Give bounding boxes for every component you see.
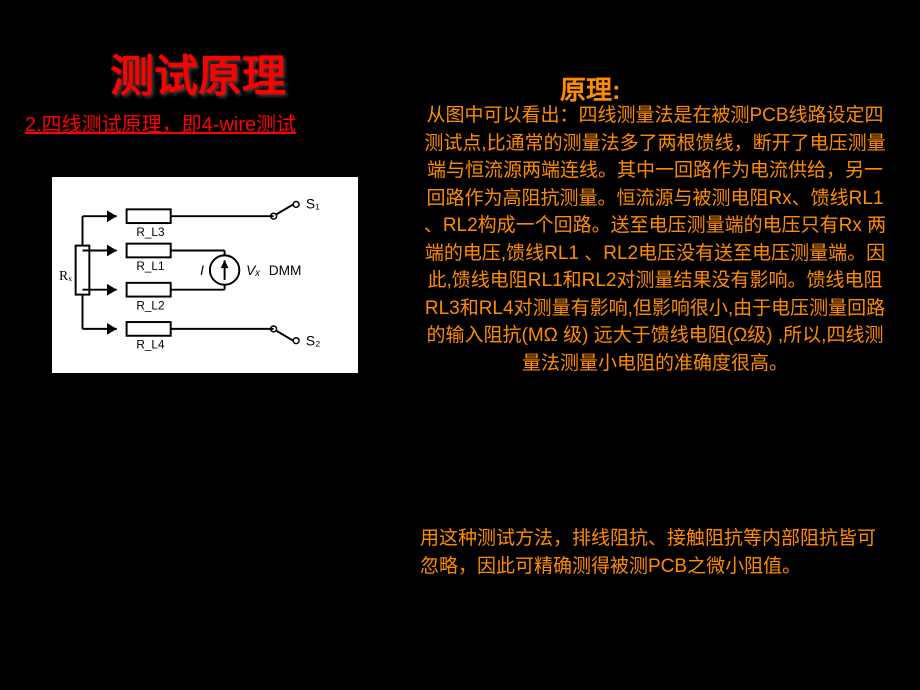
label-s1: S₁ [306,196,320,211]
slide: 测试原理 2.四线测试原理，即4-wire测试 原理: Rₓ R_L3 S₁ [0,0,920,690]
body-paragraph-1: 从图中可以看出：四线测量法是在被测PCB线路设定四测试点,比通常的测量法多了两根… [420,102,890,377]
label-rl4: R_L4 [136,339,165,352]
circuit-diagram: Rₓ R_L3 S₁ R_L1 R_L2 [50,175,360,375]
body-paragraph-2: 用这种测试方法，排线阻抗、接触阻抗等内部阻抗皆可忽略，因此可精确测得被测PCB之… [420,525,890,580]
label-dmm: DMM [269,263,302,278]
circuit-svg: Rₓ R_L3 S₁ R_L1 R_L2 [52,177,358,373]
main-title: 测试原理 [110,40,880,104]
label-rl3: R_L3 [136,226,165,239]
label-rl2: R_L2 [136,299,164,312]
left-subtitle: 2.四线测试原理，即4-wire测试 [25,108,296,137]
label-i: I [200,263,204,278]
label-s2: S₂ [306,334,320,349]
label-rx: Rₓ [59,268,72,283]
label-rl1: R_L1 [136,260,164,273]
label-vx: Vₓ [246,263,260,278]
